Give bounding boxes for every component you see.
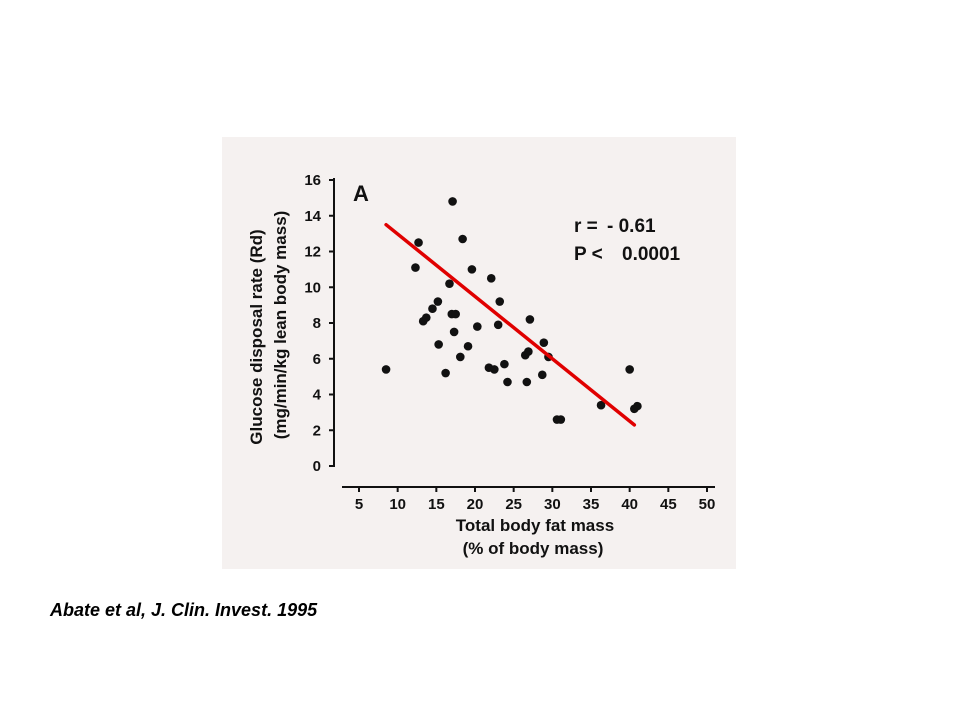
x-tick-label: 15 bbox=[428, 496, 445, 513]
p-label: P < bbox=[574, 244, 603, 265]
citation: Abate et al, J. Clin. Invest. 1995 bbox=[50, 600, 318, 620]
data-points bbox=[381, 197, 642, 424]
figure-panel: 5 10 15 20 25 30 35 40 45 50 0 2 4 6 8 10 12 14 16 A r = -… bbox=[222, 137, 736, 569]
regression-line bbox=[384, 222, 637, 427]
data-point bbox=[467, 265, 477, 274]
data-point bbox=[448, 197, 457, 206]
x-tick-label: 40 bbox=[621, 496, 638, 513]
y-axis-title-line2: (mg/min/kg lean body mass) bbox=[271, 211, 290, 440]
data-point bbox=[486, 274, 496, 283]
y-tick-label: 2 bbox=[313, 422, 321, 439]
data-point bbox=[473, 322, 482, 331]
x-tick-label: 5 bbox=[355, 496, 363, 513]
data-point bbox=[556, 415, 566, 424]
y-tick-label: 0 bbox=[313, 458, 321, 475]
data-point bbox=[525, 315, 535, 324]
data-point bbox=[596, 400, 606, 410]
data-point bbox=[451, 309, 460, 319]
data-point bbox=[522, 377, 532, 387]
data-point bbox=[493, 320, 503, 330]
x-axis-title-line2: (% of body mass) bbox=[463, 539, 604, 558]
data-point bbox=[524, 347, 533, 356]
y-tick-label: 4 bbox=[313, 387, 322, 404]
p-value: 0.0001 bbox=[622, 244, 681, 265]
y-tick-label: 16 bbox=[304, 172, 321, 189]
x-tick-label: 20 bbox=[467, 496, 484, 513]
data-point bbox=[449, 327, 459, 337]
data-point bbox=[434, 340, 443, 349]
regression-line-group bbox=[384, 222, 637, 427]
data-point bbox=[411, 263, 420, 272]
data-point bbox=[625, 365, 634, 374]
x-axis-title-line1: Total body fat mass bbox=[456, 516, 614, 535]
data-point bbox=[421, 313, 431, 322]
data-point bbox=[500, 359, 509, 369]
data-point bbox=[463, 341, 473, 351]
data-point bbox=[428, 304, 437, 313]
r-value: - 0.61 bbox=[607, 216, 656, 237]
y-tick-label: 8 bbox=[313, 315, 321, 332]
data-point bbox=[456, 352, 465, 362]
y-tick-label: 6 bbox=[313, 351, 321, 368]
data-point bbox=[495, 297, 505, 306]
data-point bbox=[381, 365, 391, 374]
x-tick-label: 10 bbox=[389, 496, 406, 513]
x-tick-label: 30 bbox=[544, 496, 561, 513]
data-point bbox=[414, 238, 423, 247]
r-label: r = bbox=[574, 216, 598, 237]
data-point bbox=[458, 234, 467, 244]
ticks: 5 10 15 20 25 30 35 40 45 50 0 2 4 6 8 10 12 14 16 bbox=[304, 172, 715, 513]
axes bbox=[333, 178, 715, 488]
y-tick-label: 14 bbox=[304, 208, 321, 225]
x-tick-label: 35 bbox=[583, 496, 600, 513]
x-tick-label: 25 bbox=[505, 496, 522, 513]
data-point bbox=[433, 297, 443, 306]
x-tick-label: 45 bbox=[660, 496, 677, 513]
data-point bbox=[539, 338, 549, 347]
x-tick-label: 50 bbox=[699, 496, 716, 513]
y-tick-label: 10 bbox=[304, 279, 321, 296]
panel-label: A bbox=[353, 181, 369, 206]
data-point bbox=[503, 377, 512, 387]
y-tick-label: 12 bbox=[304, 244, 321, 261]
scatter-chart: 5 10 15 20 25 30 35 40 45 50 0 2 4 6 8 10 12 14 16 A r = -… bbox=[247, 172, 715, 558]
data-point bbox=[441, 368, 450, 378]
data-point bbox=[537, 370, 547, 380]
data-point bbox=[490, 365, 499, 374]
y-axis-title-line1: Glucose disposal rate (Rd) bbox=[247, 229, 266, 444]
data-point bbox=[633, 401, 642, 411]
data-point bbox=[445, 279, 454, 288]
